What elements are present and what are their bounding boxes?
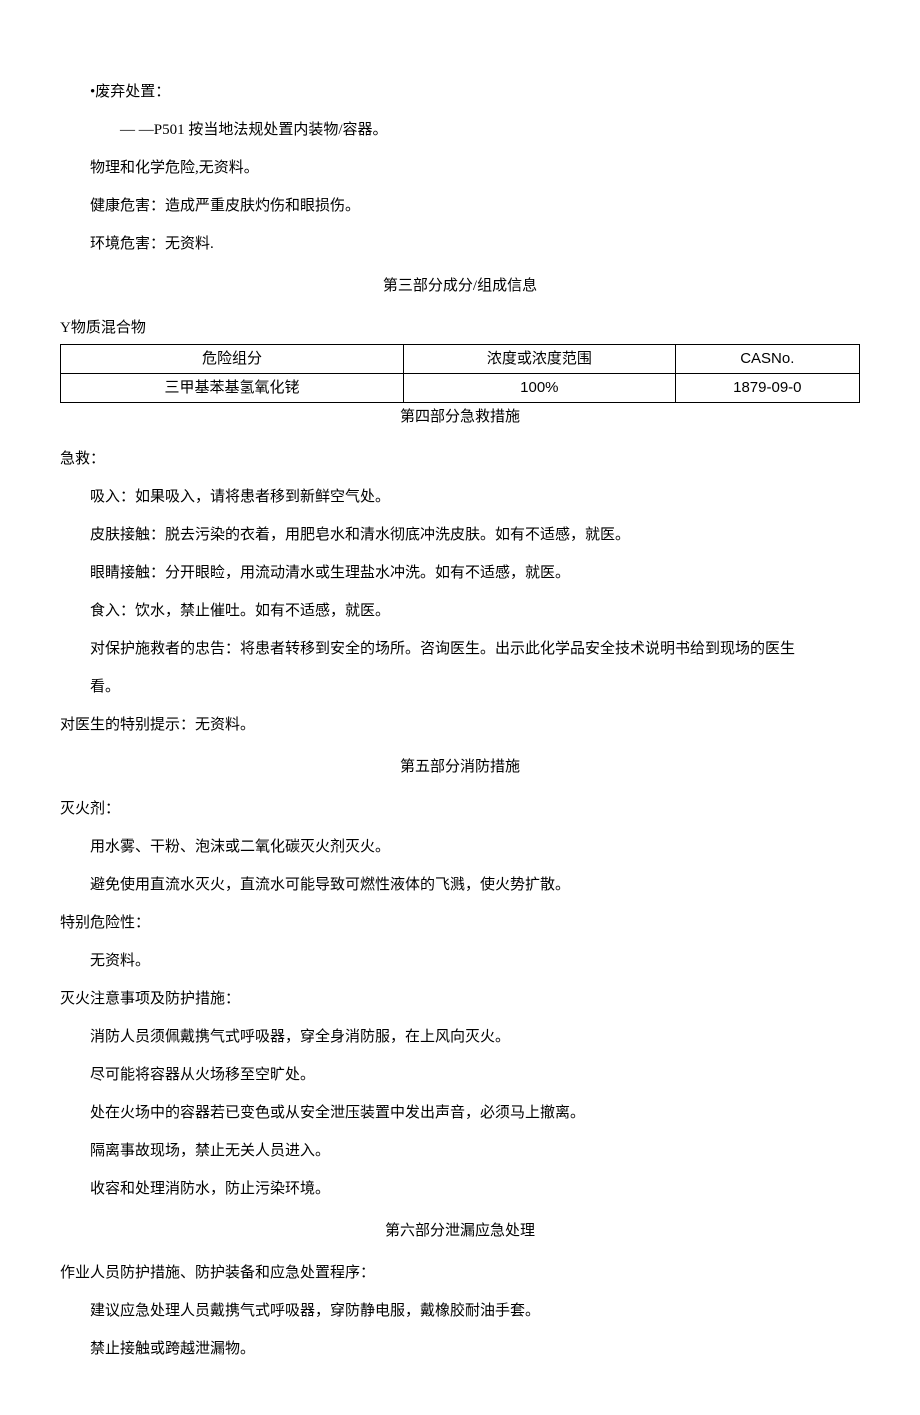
extinguisher-2: 避免使用直流水灭火，直流水可能导致可燃性液体的飞溅，使火势扩散。 [60, 873, 860, 897]
th-casno: CASNo. [675, 345, 859, 374]
firstaid-rescuer-line2: 看。 [90, 675, 860, 699]
firstaid-rescuer: 对保护施救者的忠告：将患者转移到安全的场所。咨询医生。出示此化学品安全技术说明书… [60, 637, 860, 699]
doctor-note: 对医生的特别提示：无资料。 [60, 713, 860, 737]
firstaid-skin: 皮肤接触：脱去污染的衣着，用肥皂水和清水彻底冲洗皮肤。如有不适感，就医。 [60, 523, 860, 547]
firstaid-inhalation: 吸入：如果吸入，请将患者移到新鲜空气处。 [60, 485, 860, 509]
fire-note-4: 隔离事故现场，禁止无关人员进入。 [60, 1139, 860, 1163]
td-casno: 1879-09-0 [675, 374, 859, 403]
fire-note-5: 收容和处理消防水，防止污染环境。 [60, 1177, 860, 1201]
firstaid-rescuer-line1: 对保护施救者的忠告：将患者转移到安全的场所。咨询医生。出示此化学品安全技术说明书… [90, 637, 860, 661]
disposal-p501: — —P501 按当地法规处置内装物/容器。 [60, 118, 860, 142]
th-component: 危险组分 [61, 345, 404, 374]
hazard-health: 健康危害：造成严重皮肤灼伤和眼损伤。 [60, 194, 860, 218]
special-hazard-body: 无资料。 [60, 949, 860, 973]
personnel-label: 作业人员防护措施、防护装备和应急处置程序： [60, 1261, 860, 1285]
table-row: 三甲基苯基氢氧化铑 100% 1879-09-0 [61, 374, 860, 403]
fire-note-2: 尽可能将容器从火场移至空旷处。 [60, 1063, 860, 1087]
td-component: 三甲基苯基氢氧化铑 [61, 374, 404, 403]
hazard-physical: 物理和化学危险,无资料。 [60, 156, 860, 180]
section3-heading: 第三部分成分/组成信息 [60, 274, 860, 298]
table-header-row: 危险组分 浓度或浓度范围 CASNo. [61, 345, 860, 374]
extinguisher-1: 用水雾、干粉、泡沫或二氧化碳灭火剂灭火。 [60, 835, 860, 859]
fire-note-label: 灭火注意事项及防护措施： [60, 987, 860, 1011]
section5-heading: 第五部分消防措施 [60, 755, 860, 779]
firstaid-eye: 眼睛接触：分开眼睑，用流动清水或生理盐水冲洗。如有不适感，就医。 [60, 561, 860, 585]
special-hazard-label: 特别危险性： [60, 911, 860, 935]
mixture-label: Y物质混合物 [60, 316, 860, 340]
firstaid-label: 急救： [60, 447, 860, 471]
fire-note-1: 消防人员须佩戴携气式呼吸器，穿全身消防服，在上风向灭火。 [60, 1025, 860, 1049]
section6-heading: 第六部分泄漏应急处理 [60, 1219, 860, 1243]
disposal-heading: •废弃处置： [60, 80, 860, 104]
td-concentration: 100% [404, 374, 676, 403]
extinguisher-label: 灭火剂： [60, 797, 860, 821]
hazard-environment: 环境危害：无资料. [60, 232, 860, 256]
th-concentration: 浓度或浓度范围 [404, 345, 676, 374]
section4-heading: 第四部分急救措施 [60, 405, 860, 429]
firstaid-ingestion: 食入：饮水，禁止催吐。如有不适感，就医。 [60, 599, 860, 623]
composition-table: 危险组分 浓度或浓度范围 CASNo. 三甲基苯基氢氧化铑 100% 1879-… [60, 344, 860, 403]
fire-note-3: 处在火场中的容器若已变色或从安全泄压装置中发出声音，必须马上撤离。 [60, 1101, 860, 1125]
personnel-1: 建议应急处理人员戴携气式呼吸器，穿防静电服，戴橡胶耐油手套。 [60, 1299, 860, 1323]
personnel-2: 禁止接触或跨越泄漏物。 [60, 1337, 860, 1361]
